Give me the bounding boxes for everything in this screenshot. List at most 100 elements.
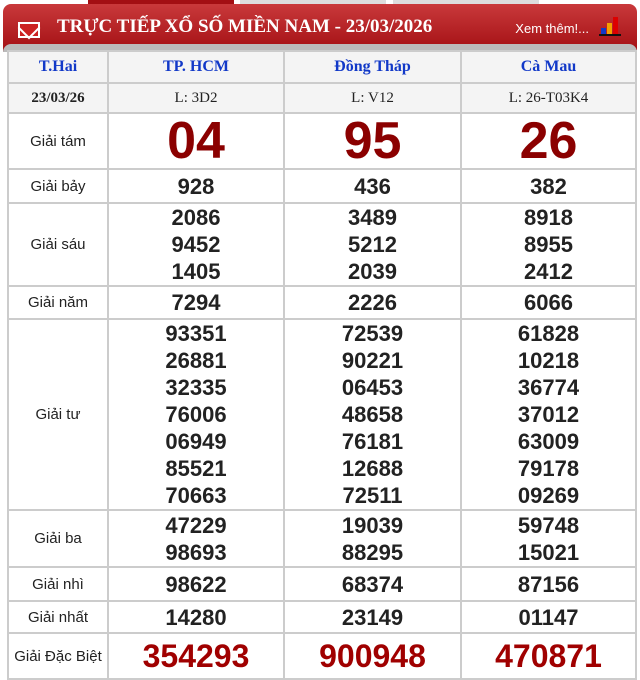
prize-cell: 61828 10218 36774 37012 63009 79178 09269 <box>460 318 637 511</box>
prize-label: Giải nhì <box>7 566 109 602</box>
prize-cell: 93351 26881 32335 76006 06949 85521 70663 <box>107 318 285 511</box>
winning-number: 436 <box>354 173 391 199</box>
prize-row: Giải năm 7294 2226 6066 <box>7 285 637 320</box>
results-table: T.Hai TP. HCM Đồng Tháp Cà Mau 23/03/26 … <box>7 50 637 680</box>
province-name[interactable]: Đồng Tháp <box>283 50 462 84</box>
prize-cell: 14280 <box>107 600 285 634</box>
prize-label: Giải sáu <box>7 202 109 287</box>
prize-cell: 72539 90221 06453 48658 76181 12688 72511 <box>283 318 462 511</box>
winning-number: 7294 <box>171 290 221 315</box>
prize-cell: 26 <box>460 112 637 170</box>
prize-cell: 3489 5212 2039 <box>283 202 462 287</box>
winning-number: 470871 <box>495 638 602 674</box>
winning-number: 10218 <box>517 348 580 373</box>
winning-number: 382 <box>530 173 567 199</box>
prize-cell: 436 <box>283 168 462 204</box>
winning-number: 2412 <box>524 259 573 284</box>
winning-number: 63009 <box>517 429 580 454</box>
winning-number: 928 <box>177 173 215 199</box>
province-row: T.Hai TP. HCM Đồng Tháp Cà Mau <box>7 50 637 84</box>
prize-row: Giải Đặc Biệt 354293 900948 470871 <box>7 632 637 680</box>
prize-cell: 87156 <box>460 566 637 602</box>
winning-number: 2039 <box>348 259 397 284</box>
ticket-code: L: V12 <box>283 82 462 114</box>
winning-number: 06453 <box>341 375 404 400</box>
prize-cell: 19039 88295 <box>283 509 462 568</box>
tab-active[interactable] <box>88 0 234 6</box>
winning-number: 5212 <box>348 232 397 257</box>
winning-number: 900948 <box>319 638 426 674</box>
prize-label: Giải tư <box>7 318 109 511</box>
page-title: TRỰC TIẾP XỔ SỐ MIỀN NAM - 23/03/2026 <box>57 16 433 37</box>
winning-number: 01147 <box>518 604 579 630</box>
winning-number: 93351 <box>165 321 227 346</box>
winning-number: 354293 <box>142 638 250 674</box>
prize-cell: 8918 8955 2412 <box>460 202 637 287</box>
prize-label: Giải nhất <box>7 600 109 634</box>
prize-label: Giải ba <box>7 509 109 568</box>
prize-row: Giải tám 04 95 26 <box>7 112 637 170</box>
winning-number: 87156 <box>517 571 580 597</box>
winning-number: 72539 <box>341 321 404 346</box>
bar-chart-icon[interactable] <box>599 17 621 36</box>
winning-number: 59748 <box>517 512 580 538</box>
winning-number: 90221 <box>341 348 404 373</box>
date-row: 23/03/26 L: 3D2 L: V12 L: 26-T03K4 <box>7 82 637 114</box>
prize-cell: 59748 15021 <box>460 509 637 568</box>
prize-cell: 95 <box>283 112 462 170</box>
prize-row: Giải nhất 14280 23149 01147 <box>7 600 637 634</box>
prize-label: Giải Đặc Biệt <box>7 632 109 680</box>
winning-number: 2086 <box>171 205 221 230</box>
prize-row: Giải ba 47229 98693 19039 88295 59748 15021 <box>7 509 637 568</box>
winning-number: 47229 <box>165 512 227 538</box>
winning-number: 85521 <box>165 456 227 481</box>
prize-row: Giải bảy 928 436 382 <box>7 168 637 204</box>
prize-cell: 900948 <box>283 632 462 680</box>
draw-date: 23/03/26 <box>7 82 109 114</box>
winning-number: 15021 <box>517 539 580 565</box>
prize-cell: 01147 <box>460 600 637 634</box>
winning-number: 23149 <box>341 604 404 630</box>
winning-number: 1405 <box>171 259 221 284</box>
prize-label: Giải tám <box>7 112 109 170</box>
winning-number: 88295 <box>341 539 404 565</box>
prize-row: Giải tư 93351 26881 32335 76006 06949 85521 706… <box>7 318 637 511</box>
tab[interactable] <box>393 0 539 6</box>
winning-number: 06949 <box>165 429 227 454</box>
prize-cell: 470871 <box>460 632 637 680</box>
winning-number: 26881 <box>165 348 227 373</box>
winning-number: 9452 <box>171 232 221 257</box>
winning-number: 68374 <box>341 571 404 597</box>
winning-number: 8955 <box>524 232 573 257</box>
winning-number: 2226 <box>348 290 397 315</box>
winning-number: 09269 <box>517 483 580 508</box>
winning-number: 8918 <box>524 205 573 230</box>
winning-number: 26 <box>519 112 578 170</box>
ticket-code: L: 26-T03K4 <box>460 82 637 114</box>
winning-number: 6066 <box>524 290 573 315</box>
prize-cell: 7294 <box>107 285 285 320</box>
prize-label: Giải bảy <box>7 168 109 204</box>
province-name[interactable]: TP. HCM <box>107 50 285 84</box>
winning-number: 36774 <box>517 375 580 400</box>
winning-number: 14280 <box>165 604 227 630</box>
prize-cell: 98622 <box>107 566 285 602</box>
day-label: T.Hai <box>7 50 109 84</box>
prize-cell: 2226 <box>283 285 462 320</box>
winning-number: 95 <box>343 112 402 170</box>
prize-row: Giải sáu 2086 9452 1405 3489 5212 2039 8918 8955… <box>7 202 637 287</box>
prize-cell: 68374 <box>283 566 462 602</box>
winning-number: 76006 <box>165 402 227 427</box>
winning-number: 48658 <box>341 402 404 427</box>
tab[interactable] <box>240 0 386 6</box>
see-more-link[interactable]: Xem thêm!... <box>515 21 589 36</box>
ticket-code: L: 3D2 <box>107 82 285 114</box>
header-divider <box>3 44 637 52</box>
winning-number: 98693 <box>165 539 227 565</box>
prize-cell: 382 <box>460 168 637 204</box>
prize-cell: 6066 <box>460 285 637 320</box>
province-name[interactable]: Cà Mau <box>460 50 637 84</box>
winning-number: 61828 <box>517 321 580 346</box>
prize-cell: 23149 <box>283 600 462 634</box>
prize-cell: 354293 <box>107 632 285 680</box>
